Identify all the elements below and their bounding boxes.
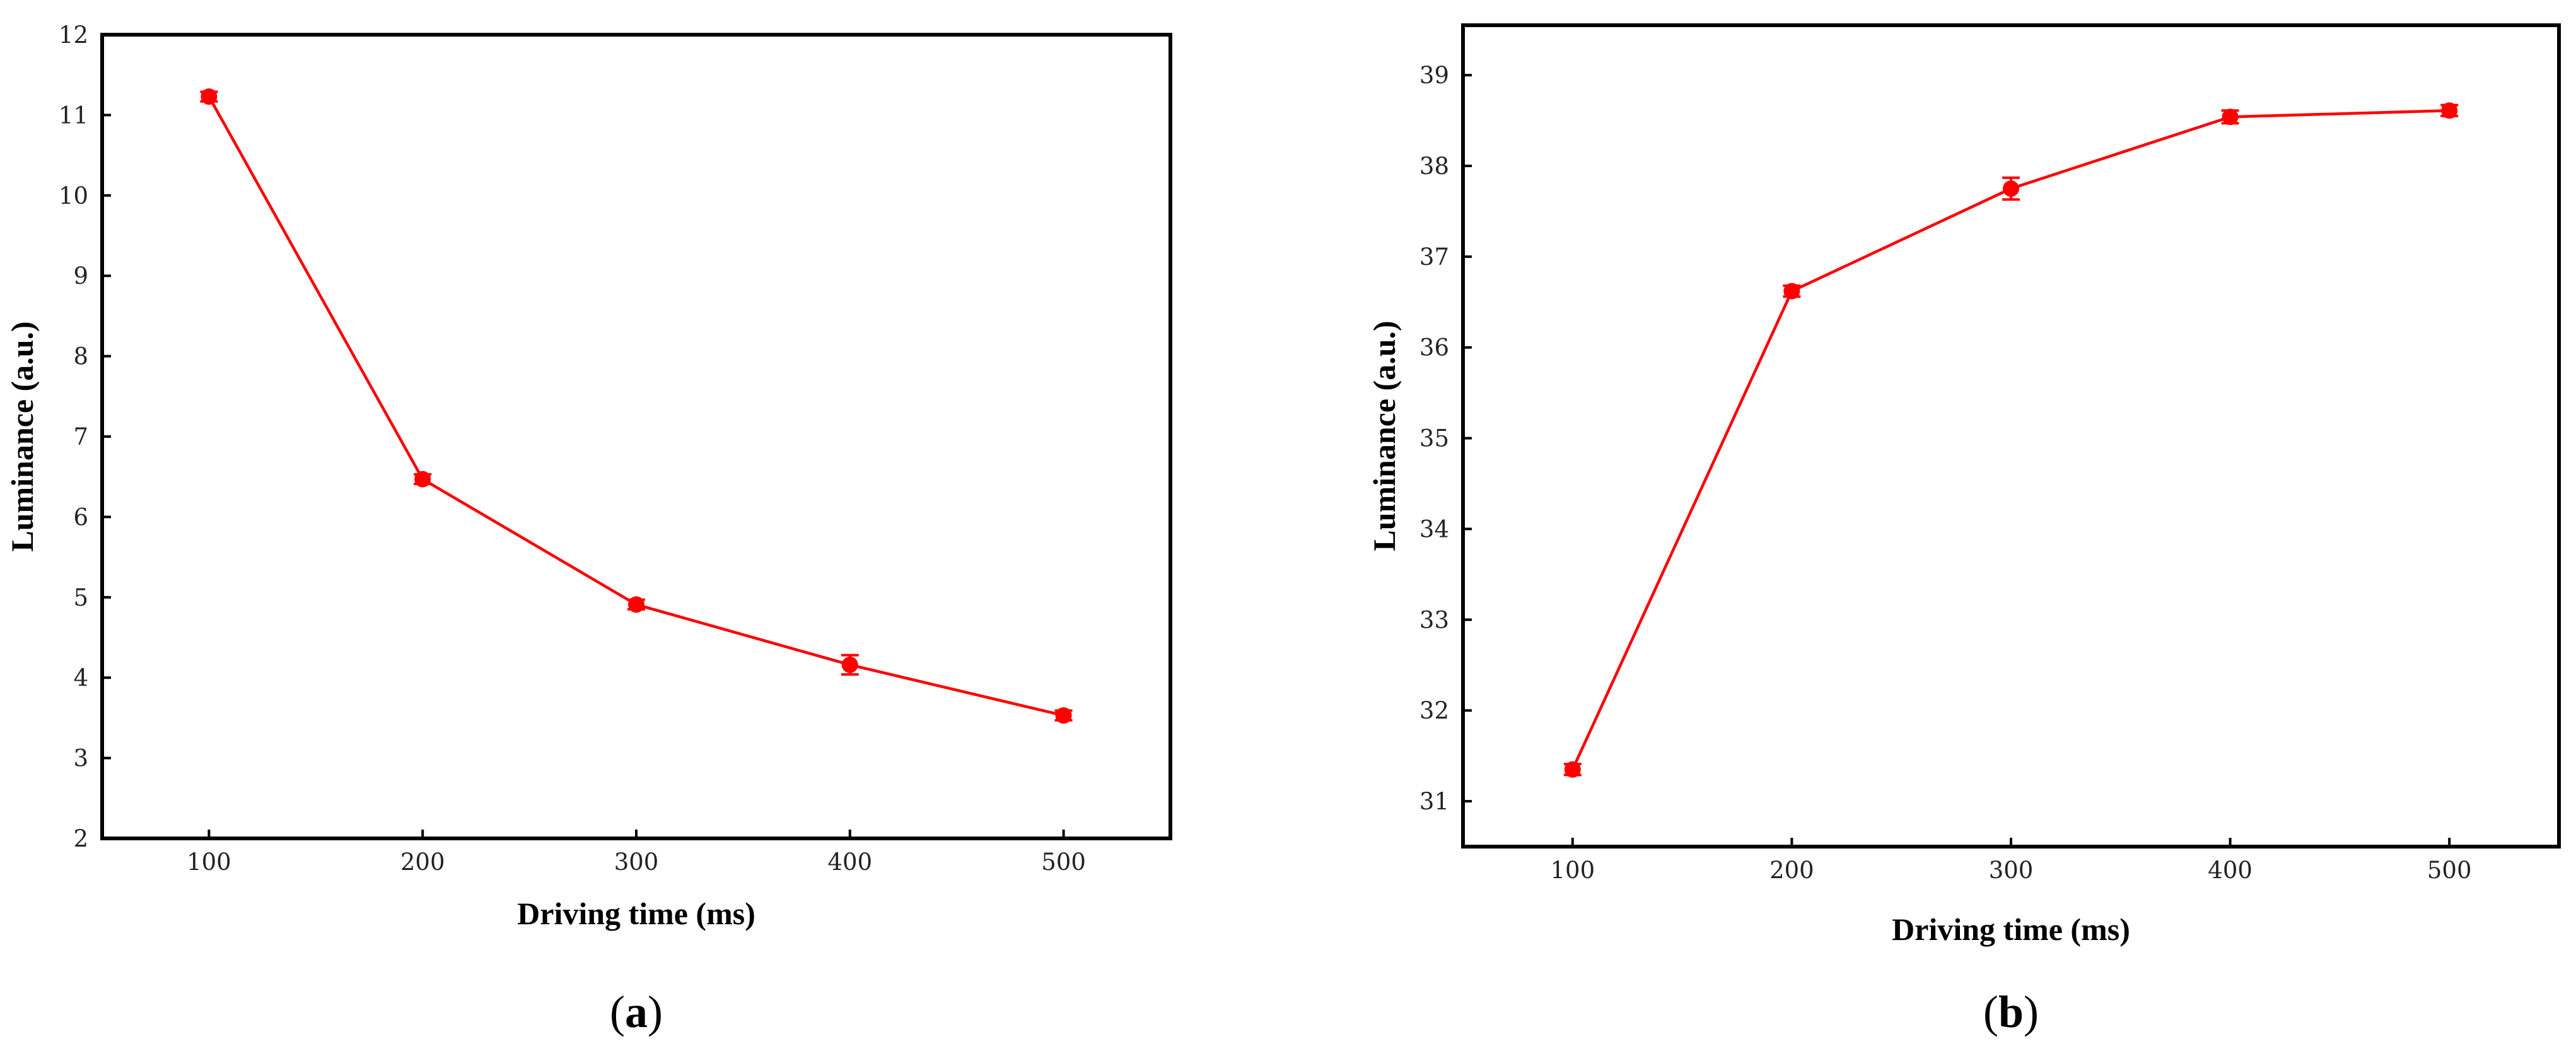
chart-b-data-point (2222, 109, 2239, 126)
chart-a-data-point (628, 596, 644, 613)
chart-panel-b: 100 200 300 400 500 31 32 33 34 35 36 37 38 39 Drivin… (1367, 23, 2561, 1037)
chart-a-y-tick-label: 3 (73, 745, 88, 772)
chart-a-x-tick-label: 500 (1041, 849, 1086, 876)
chart-a-y-tick-label: 7 (73, 423, 88, 450)
chart-a-data-point (1055, 707, 1072, 724)
chart-a-plot-frame (100, 33, 1172, 840)
chart-a-x-tick-label: 100 (187, 849, 231, 876)
chart-a-data-point (201, 88, 218, 105)
chart-b-x-tick-label: 100 (1550, 857, 1595, 884)
chart-b-x-tick-label: 500 (2427, 857, 2472, 884)
chart-b-plot-frame (1461, 23, 2561, 849)
chart-a-y-tick-label: 10 (59, 182, 88, 209)
chart-a-y-tick-label: 11 (59, 102, 88, 129)
chart-a-x-tick-label: 300 (614, 849, 659, 876)
panel-b-label: (b) (1983, 987, 2039, 1037)
chart-a-ticks: 100 200 300 400 500 2 3 4 5 6 7 8 9 10 11 12 (59, 21, 1086, 876)
chart-a-series-line (207, 96, 1064, 717)
chart-b-y-tick-label: 34 (1419, 515, 1449, 543)
chart-a-y-tick-label: 5 (73, 584, 88, 611)
chart-a-x-axis-title: Driving time (ms) (517, 896, 755, 931)
chart-b-y-tick-label: 38 (1419, 153, 1449, 180)
chart-a-marks (200, 88, 1073, 724)
chart-b-x-axis-title: Driving time (ms) (1892, 912, 2130, 947)
chart-a-x-tick-label: 200 (400, 849, 445, 876)
panel-b-letter: b (1998, 987, 2024, 1037)
chart-a-y-tick-label: 6 (73, 503, 88, 531)
chart-b-y-tick-label: 37 (1419, 244, 1449, 271)
panel-a-letter: a (625, 987, 648, 1037)
chart-b-x-tick-label: 400 (2208, 857, 2253, 884)
chart-b-y-tick-label: 39 (1419, 62, 1449, 89)
chart-b-y-tick-label: 33 (1419, 606, 1449, 633)
chart-b-y-axis-title: Luminance (a.u.) (1367, 320, 1402, 551)
chart-a-y-tick-label: 2 (73, 825, 88, 852)
chart-a-data-point (414, 471, 431, 488)
chart-b-data-point (1783, 283, 1800, 300)
chart-b-data-point (2003, 180, 2019, 197)
chart-a-y-tick-label: 8 (73, 343, 88, 370)
chart-a-y-axis-title: Luminance (a.u.) (4, 321, 40, 551)
chart-a-y-tick-label: 4 (73, 664, 88, 691)
chart-a-data-point (841, 656, 858, 673)
chart-b-series-line (1571, 109, 2450, 770)
chart-b-y-tick-label: 31 (1419, 788, 1449, 815)
chart-b-y-tick-label: 32 (1419, 697, 1449, 724)
chart-b-x-tick-label: 300 (1989, 857, 2034, 884)
chart-b-x-tick-label: 200 (1769, 857, 1814, 884)
chart-b-ticks: 100 200 300 400 500 31 32 33 34 35 36 37 38 39 (1419, 62, 2472, 884)
chart-b-y-tick-label: 35 (1419, 425, 1449, 452)
chart-a-x-tick-label: 400 (827, 849, 872, 876)
chart-b-marks (1563, 102, 2459, 778)
chart-panel-a: 100 200 300 400 500 2 3 4 5 6 7 8 9 10 11 12 Driving ti… (4, 21, 1172, 1037)
chart-a-y-tick-label: 9 (73, 262, 88, 290)
chart-b-y-tick-label: 36 (1419, 334, 1449, 361)
chart-b-data-point (1564, 761, 1581, 778)
chart-b-data-point (2441, 102, 2458, 119)
chart-a-y-tick-label: 12 (59, 21, 88, 49)
panel-a-label: (a) (610, 987, 663, 1037)
